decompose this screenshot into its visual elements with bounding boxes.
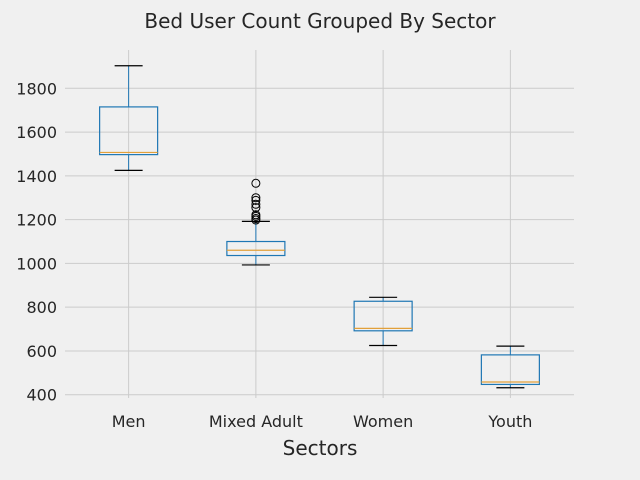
grid-layer	[65, 50, 574, 398]
y-tick-label: 1800	[16, 79, 57, 98]
y-tick-label: 800	[26, 298, 57, 317]
flier-point	[251, 199, 261, 209]
y-tick-label: 1400	[16, 167, 57, 186]
y-tick-label: 600	[26, 342, 57, 361]
y-tick-label: 1600	[16, 123, 57, 142]
box-men	[99, 65, 159, 171]
flier-point	[251, 178, 261, 188]
x-axis-ticks: Men Mixed Adult Women Youth	[112, 412, 533, 431]
y-tick-label: 1200	[16, 211, 57, 230]
box-iqr	[226, 240, 286, 257]
y-axis-ticks: 400 600 800 1000 1200 1400 1600 1800	[16, 79, 57, 404]
chart-title: Bed User Count Grouped By Sector	[144, 9, 496, 33]
x-axis-label: Sectors	[283, 436, 358, 460]
boxes-layer	[99, 65, 540, 389]
flier-point	[251, 193, 261, 203]
box-mixed-adult	[226, 178, 286, 266]
y-tick-label: 1000	[16, 254, 57, 273]
flier-point	[251, 210, 261, 220]
x-tick-label: Women	[353, 412, 413, 431]
box-iqr	[353, 300, 413, 332]
x-tick-label: Mixed Adult	[209, 412, 303, 431]
flier-point	[251, 214, 261, 224]
flier-point	[251, 195, 261, 205]
flier-point	[251, 203, 261, 213]
y-tick-label: 400	[26, 386, 57, 405]
x-tick-label: Men	[112, 412, 146, 431]
box-iqr	[480, 354, 540, 386]
x-tick-label: Youth	[487, 412, 532, 431]
box-women	[353, 296, 413, 347]
box-iqr	[99, 106, 159, 156]
box-youth	[480, 345, 540, 389]
